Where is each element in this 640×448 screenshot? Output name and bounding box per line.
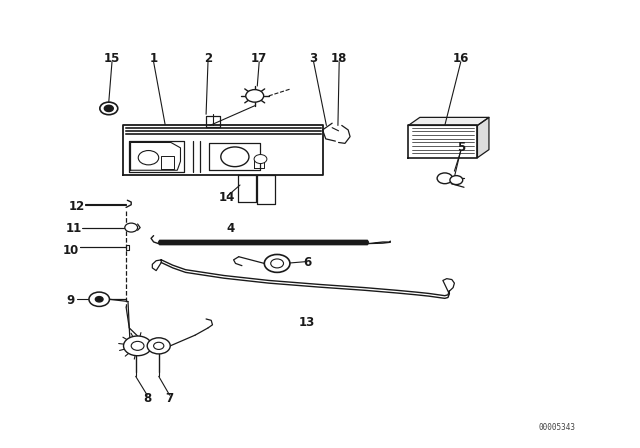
Circle shape bbox=[254, 155, 267, 164]
Text: 4: 4 bbox=[227, 222, 234, 235]
Circle shape bbox=[125, 223, 138, 232]
Text: 7: 7 bbox=[166, 392, 173, 405]
Circle shape bbox=[437, 173, 452, 184]
Polygon shape bbox=[209, 143, 260, 170]
Polygon shape bbox=[477, 117, 489, 158]
Polygon shape bbox=[238, 175, 256, 202]
Circle shape bbox=[95, 297, 103, 302]
Circle shape bbox=[246, 90, 264, 102]
Text: 12: 12 bbox=[68, 199, 85, 213]
Text: 17: 17 bbox=[251, 52, 268, 65]
Text: 2: 2 bbox=[204, 52, 212, 65]
Circle shape bbox=[271, 259, 284, 268]
Text: 15: 15 bbox=[104, 52, 120, 65]
Circle shape bbox=[104, 105, 113, 112]
Polygon shape bbox=[152, 260, 161, 271]
Circle shape bbox=[147, 338, 170, 354]
Polygon shape bbox=[206, 116, 220, 127]
Text: 13: 13 bbox=[299, 316, 316, 329]
Polygon shape bbox=[408, 117, 489, 125]
Text: 14: 14 bbox=[219, 190, 236, 204]
Circle shape bbox=[138, 151, 159, 165]
Text: 8: 8 bbox=[143, 392, 151, 405]
Circle shape bbox=[154, 342, 164, 349]
Polygon shape bbox=[367, 241, 390, 244]
Text: 11: 11 bbox=[65, 222, 82, 235]
Text: 9: 9 bbox=[67, 293, 74, 307]
Polygon shape bbox=[443, 279, 454, 294]
Polygon shape bbox=[161, 156, 174, 169]
Polygon shape bbox=[131, 142, 180, 170]
Polygon shape bbox=[257, 175, 275, 204]
Text: 00005343: 00005343 bbox=[538, 423, 575, 432]
Circle shape bbox=[264, 254, 290, 272]
Polygon shape bbox=[126, 245, 129, 250]
Text: 10: 10 bbox=[62, 244, 79, 258]
Text: 16: 16 bbox=[452, 52, 469, 65]
Text: 18: 18 bbox=[331, 52, 348, 65]
Circle shape bbox=[450, 176, 463, 185]
Polygon shape bbox=[408, 125, 477, 158]
Circle shape bbox=[89, 292, 109, 306]
Text: 3: 3 bbox=[310, 52, 317, 65]
Polygon shape bbox=[129, 141, 184, 172]
Polygon shape bbox=[123, 125, 323, 175]
Text: 6: 6 bbox=[303, 255, 311, 269]
Text: 5: 5 bbox=[457, 141, 465, 155]
Circle shape bbox=[131, 341, 144, 350]
Circle shape bbox=[221, 147, 249, 167]
Polygon shape bbox=[254, 157, 264, 168]
Circle shape bbox=[100, 102, 118, 115]
Circle shape bbox=[124, 336, 152, 356]
Text: 1: 1 bbox=[150, 52, 157, 65]
